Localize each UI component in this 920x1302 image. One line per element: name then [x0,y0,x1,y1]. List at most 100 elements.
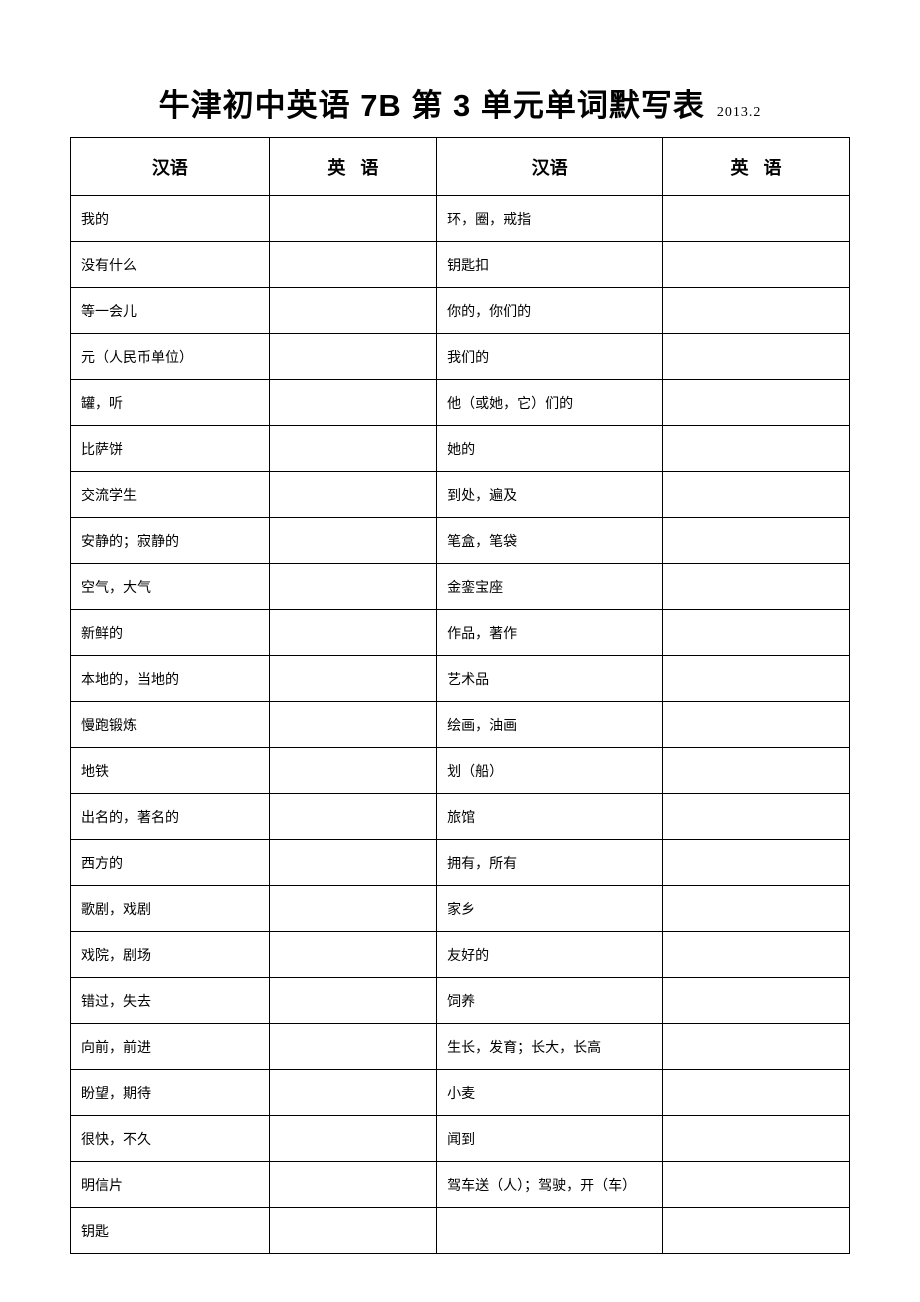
english-blank-cell [269,380,436,426]
chinese-cell: 钥匙扣 [437,242,663,288]
chinese-cell: 等一会儿 [71,288,270,334]
chinese-cell: 我的 [71,196,270,242]
english-blank-cell [269,1024,436,1070]
table-row: 歌剧，戏剧家乡 [71,886,850,932]
table-row: 西方的拥有，所有 [71,840,850,886]
table-row: 元（人民币单位） 我们的 [71,334,850,380]
table-row: 向前，前进生长，发育；长大，长高 [71,1024,850,1070]
table-header-row: 汉语 英 语 汉语 英 语 [71,138,850,196]
english-blank-cell [269,242,436,288]
table-row: 我的环，圈，戒指 [71,196,850,242]
english-blank-cell [269,978,436,1024]
table-row: 明信片 驾车送（人）；驾驶，开（车） [71,1162,850,1208]
english-blank-cell [663,702,850,748]
chinese-cell: 安静的；寂静的 [71,518,270,564]
chinese-cell: 他（或她，它）们的 [437,380,663,426]
english-blank-cell [269,748,436,794]
table-row: 没有什么 钥匙扣 [71,242,850,288]
english-blank-cell [269,794,436,840]
page-title: 牛津初中英语 7B 第 3 单元单词默写表 [159,88,705,123]
chinese-cell: 慢跑锻炼 [71,702,270,748]
chinese-cell: 地铁 [71,748,270,794]
english-blank-cell [663,794,850,840]
english-blank-cell [269,840,436,886]
table-row: 钥匙 [71,1208,850,1254]
chinese-cell: 拥有，所有 [437,840,663,886]
english-blank-cell [663,978,850,1024]
table-row: 盼望，期待 小麦 [71,1070,850,1116]
chinese-cell: 驾车送（人）；驾驶，开（车） [437,1162,663,1208]
header-english-1: 英 语 [269,138,436,196]
chinese-cell: 钥匙 [71,1208,270,1254]
english-blank-cell [269,1116,436,1162]
chinese-cell: 绘画，油画 [437,702,663,748]
english-blank-cell [663,1024,850,1070]
chinese-cell: 我们的 [437,334,663,380]
english-blank-cell [269,1208,436,1254]
page-title-row: 牛津初中英语 7B 第 3 单元单词默写表 2013.2 [70,80,850,125]
english-blank-cell [269,1070,436,1116]
header-english-2: 英 语 [663,138,850,196]
chinese-cell: 友好的 [437,932,663,978]
header-label: 英 [327,158,345,178]
chinese-cell: 盼望，期待 [71,1070,270,1116]
chinese-cell: 很快，不久 [71,1116,270,1162]
table-row: 本地的，当地的 艺术品 [71,656,850,702]
chinese-cell: 元（人民币单位） [71,334,270,380]
english-blank-cell [269,610,436,656]
table-row: 罐，听他（或她，它）们的 [71,380,850,426]
chinese-cell: 艺术品 [437,656,663,702]
english-blank-cell [663,610,850,656]
english-blank-cell [663,1116,850,1162]
english-blank-cell [269,472,436,518]
header-chinese-2: 汉语 [437,138,663,196]
english-blank-cell [663,656,850,702]
chinese-cell: 明信片 [71,1162,270,1208]
header-label: 汉语 [532,158,568,178]
table-row: 空气，大气金銮宝座 [71,564,850,610]
english-blank-cell [663,242,850,288]
chinese-cell: 金銮宝座 [437,564,663,610]
chinese-cell: 错过，失去 [71,978,270,1024]
english-blank-cell [269,564,436,610]
chinese-cell: 新鲜的 [71,610,270,656]
english-blank-cell [663,1208,850,1254]
chinese-cell: 出名的，著名的 [71,794,270,840]
english-blank-cell [663,1162,850,1208]
table-row: 安静的；寂静的 笔盒，笔袋 [71,518,850,564]
chinese-cell: 笔盒，笔袋 [437,518,663,564]
english-blank-cell [269,702,436,748]
chinese-cell: 闻到 [437,1116,663,1162]
english-blank-cell [663,472,850,518]
english-blank-cell [663,840,850,886]
header-label: 英 [731,158,749,178]
chinese-cell: 本地的，当地的 [71,656,270,702]
vocabulary-table: 汉语 英 语 汉语 英 语 我的环，圈，戒指没有什么 钥匙扣等一会儿你的，你们的元… [70,137,850,1254]
header-label: 语 [360,158,378,178]
chinese-cell: 作品，著作 [437,610,663,656]
table-row: 出名的，著名的旅馆 [71,794,850,840]
english-blank-cell [663,932,850,978]
english-blank-cell [269,932,436,978]
table-row: 慢跑锻炼 绘画，油画 [71,702,850,748]
english-blank-cell [663,518,850,564]
chinese-cell: 比萨饼 [71,426,270,472]
header-chinese-1: 汉语 [71,138,270,196]
table-body: 我的环，圈，戒指没有什么 钥匙扣等一会儿你的，你们的元（人民币单位） 我们的罐，听他… [71,196,850,1254]
english-blank-cell [269,518,436,564]
english-blank-cell [269,334,436,380]
english-blank-cell [269,196,436,242]
english-blank-cell [269,656,436,702]
chinese-cell [437,1208,663,1254]
english-blank-cell [663,380,850,426]
table-row: 等一会儿你的，你们的 [71,288,850,334]
chinese-cell: 向前，前进 [71,1024,270,1070]
chinese-cell: 没有什么 [71,242,270,288]
english-blank-cell [663,334,850,380]
header-label: 语 [764,158,782,178]
table-row: 地铁划（船） [71,748,850,794]
chinese-cell: 小麦 [437,1070,663,1116]
english-blank-cell [269,886,436,932]
english-blank-cell [663,748,850,794]
table-row: 新鲜的 作品，著作 [71,610,850,656]
